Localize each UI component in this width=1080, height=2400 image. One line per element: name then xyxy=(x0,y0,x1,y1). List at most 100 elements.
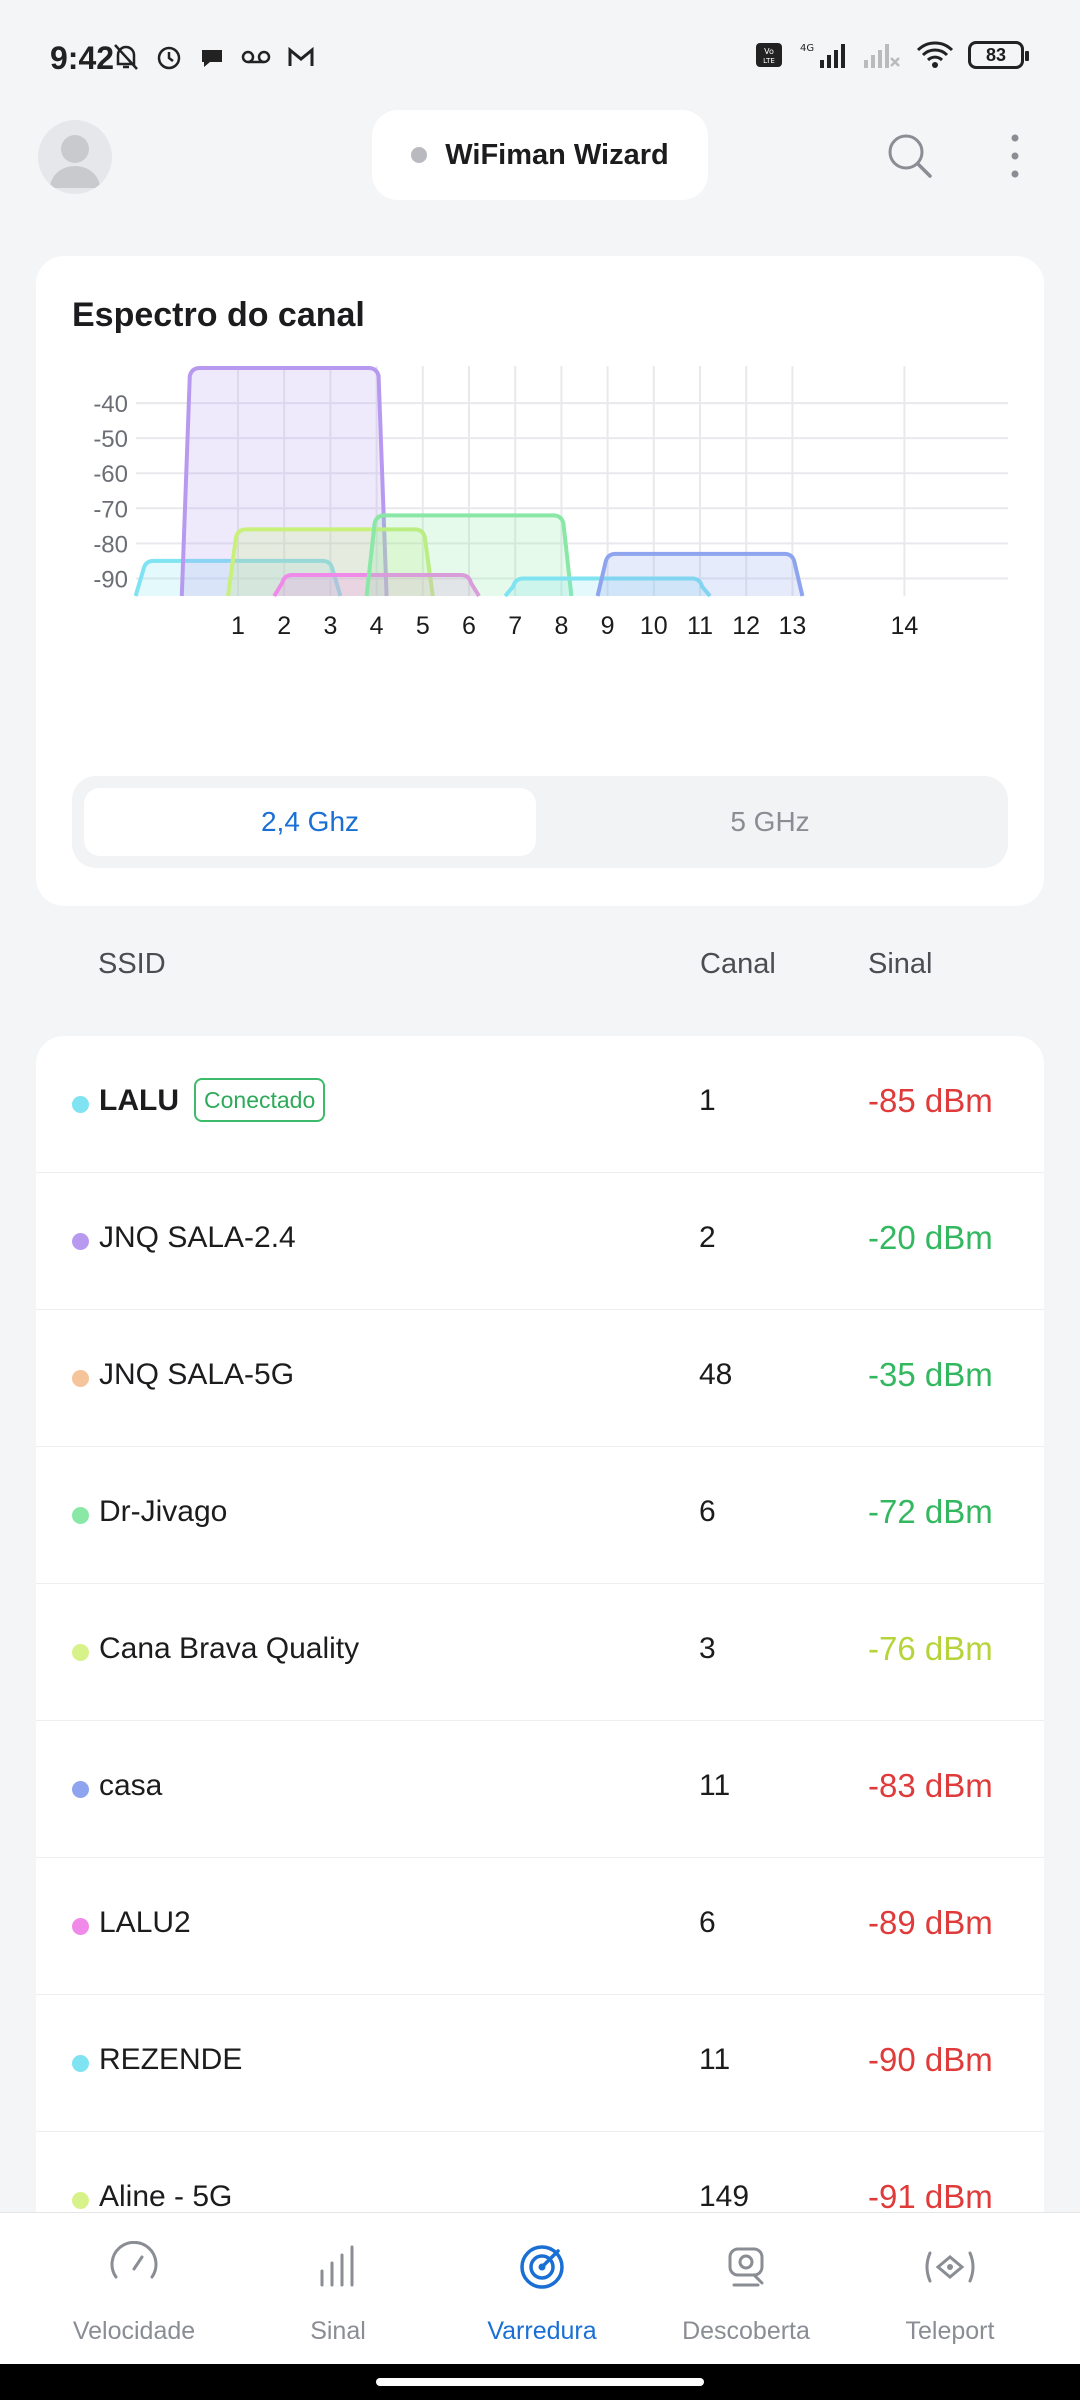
nav-label: Velocidade xyxy=(72,2317,196,2345)
network-row[interactable]: JNQ SALA-5G 48 -35 dBm xyxy=(36,1310,1044,1447)
nav-tab-descoberta[interactable]: Descoberta xyxy=(644,2213,848,2365)
header-sinal[interactable]: Sinal xyxy=(868,948,933,980)
signal-bars-icon xyxy=(320,2245,354,2287)
network-ssid: Dr-Jivago xyxy=(99,1495,228,1528)
network-ssid: REZENDE xyxy=(99,2043,243,2076)
bottom-navigation: Velocidade Sinal Varredura Descoberta Telepo… xyxy=(0,2212,1080,2364)
network-row[interactable]: REZENDE 11 -90 dBm xyxy=(36,1995,1044,2132)
network-channel: 48 xyxy=(699,1358,733,1391)
network-ssid: LALU2 xyxy=(99,1906,191,1939)
more-options-button[interactable] xyxy=(1000,128,1030,184)
wifi-icon xyxy=(916,41,954,68)
series-lalu xyxy=(133,558,343,597)
network-type: 4G xyxy=(800,43,814,54)
network-channel: 2 xyxy=(699,1221,716,1254)
nav-label: Sinal xyxy=(310,2317,366,2345)
network-ssid: Cana Brava Quality xyxy=(99,1632,360,1665)
battery-level: 83 xyxy=(985,44,1007,65)
search-icon xyxy=(888,134,932,178)
y-tick-label: -70 xyxy=(93,496,128,523)
y-tick-label: -40 xyxy=(93,391,128,418)
network-signal: -83 dBm xyxy=(868,1767,993,1804)
series-rezende xyxy=(503,576,712,598)
x-tick-label: 6 xyxy=(462,612,476,640)
home-gesture-bar[interactable] xyxy=(376,2378,704,2386)
x-tick-label: 9 xyxy=(601,612,615,640)
x-tick-label: 1 xyxy=(231,612,245,640)
svg-text:LTE: LTE xyxy=(763,57,775,65)
gmail-icon xyxy=(288,46,314,66)
header-ssid[interactable]: SSID xyxy=(98,948,166,980)
network-row[interactable]: Aline - 5G 149 -91 dBm xyxy=(36,2132,1044,2216)
nav-tab-varredura[interactable]: Varredura xyxy=(440,2213,644,2365)
series-casa xyxy=(595,551,805,597)
network-channel: 1 xyxy=(699,1084,716,1117)
network-row[interactable]: JNQ SALA-2.4 2 -20 dBm xyxy=(36,1173,1044,1310)
x-tick-label: 5 xyxy=(416,612,430,640)
network-row[interactable]: LALU2 6 -89 dBm xyxy=(36,1858,1044,1995)
x-tick-label: 14 xyxy=(890,612,918,640)
nav-label: Varredura xyxy=(487,2317,597,2345)
network-channel: 149 xyxy=(699,2180,750,2213)
network-ssid: casa xyxy=(99,1769,163,1802)
series-lalu2 xyxy=(272,572,481,598)
series-cana-brava-quality xyxy=(226,527,435,597)
network-signal: -20 dBm xyxy=(868,1219,993,1256)
network-color-dot xyxy=(72,1644,89,1661)
network-row[interactable]: Cana Brava Quality 3 -76 dBm xyxy=(36,1584,1044,1721)
nav-tab-sinal[interactable]: Sinal xyxy=(236,2213,440,2365)
x-tick-label: 4 xyxy=(370,612,384,640)
band-toggle: 2,4 Ghz 5 GHz xyxy=(72,776,1008,868)
channel-spectrum-card: Espectro do canal -40 -50 -60 -70 -80 -90 1 2 3 4… xyxy=(36,256,1044,906)
network-channel: 6 xyxy=(699,1906,716,1939)
status-dot xyxy=(411,147,428,163)
network-row[interactable]: Dr-Jivago 6 -72 dBm xyxy=(36,1447,1044,1584)
network-color-dot xyxy=(72,1918,89,1935)
wifiman-wizard-button[interactable]: WiFiman Wizard xyxy=(372,110,708,200)
header-canal[interactable]: Canal xyxy=(700,948,776,980)
x-tick-label: 3 xyxy=(323,612,337,640)
radar-icon xyxy=(520,2245,564,2289)
network-color-dot xyxy=(72,1370,89,1387)
network-signal: -72 dBm xyxy=(868,1493,993,1530)
network-signal: -91 dBm xyxy=(868,2178,993,2215)
nav-tab-velocidade[interactable]: Velocidade xyxy=(32,2213,236,2365)
avatar[interactable] xyxy=(38,120,112,194)
speedometer-icon xyxy=(110,2241,158,2279)
band-2-4ghz-tab[interactable]: 2,4 Ghz xyxy=(84,788,536,856)
network-channel: 6 xyxy=(699,1495,716,1528)
spectrum-title: Espectro do canal xyxy=(72,296,365,334)
x-tick-label: 10 xyxy=(640,612,668,640)
more-vertical-icon xyxy=(1011,134,1019,178)
band-5ghz-tab[interactable]: 5 GHz xyxy=(730,806,810,837)
cellular-signal-empty-icon xyxy=(864,44,900,68)
network-color-dot xyxy=(72,1781,89,1798)
network-ssid: JNQ SALA-5G xyxy=(99,1358,295,1391)
svg-text:Vo: Vo xyxy=(764,47,774,56)
network-signal: -35 dBm xyxy=(868,1356,993,1393)
nav-tab-teleport[interactable]: Teleport xyxy=(848,2213,1052,2365)
network-color-dot xyxy=(72,1507,89,1524)
battery-icon: 83 xyxy=(968,41,1029,69)
y-tick-label: -60 xyxy=(93,461,128,488)
status-bar: 9:42 Vo LTE 4G 83 xyxy=(0,0,1080,110)
network-color-dot xyxy=(72,1233,89,1250)
y-tick-label: -80 xyxy=(93,531,128,558)
network-channel: 11 xyxy=(699,1769,731,1802)
series-dr-jivago xyxy=(364,513,574,597)
network-row[interactable]: LALU 1 -85 dBm Conectado xyxy=(36,1036,1044,1173)
search-button[interactable] xyxy=(882,128,938,184)
system-icons: Vo LTE 4G 83 xyxy=(754,40,1029,70)
network-list: LALU 1 -85 dBm Conectado JNQ SALA-2.4 2 -20 dB… xyxy=(36,1036,1044,2216)
series-jnq-sala-2-4 xyxy=(179,366,389,597)
network-row[interactable]: casa 11 -83 dBm xyxy=(36,1721,1044,1858)
nav-label: Descoberta xyxy=(682,2317,810,2345)
network-color-dot xyxy=(72,2055,89,2072)
cellular-signal-icon: 4G xyxy=(800,43,845,68)
x-tick-label: 12 xyxy=(732,612,760,640)
network-signal: -76 dBm xyxy=(868,1630,993,1667)
x-tick-label: 13 xyxy=(778,612,806,640)
discovery-icon xyxy=(728,2247,764,2287)
network-ssid: LALU xyxy=(99,1084,179,1117)
